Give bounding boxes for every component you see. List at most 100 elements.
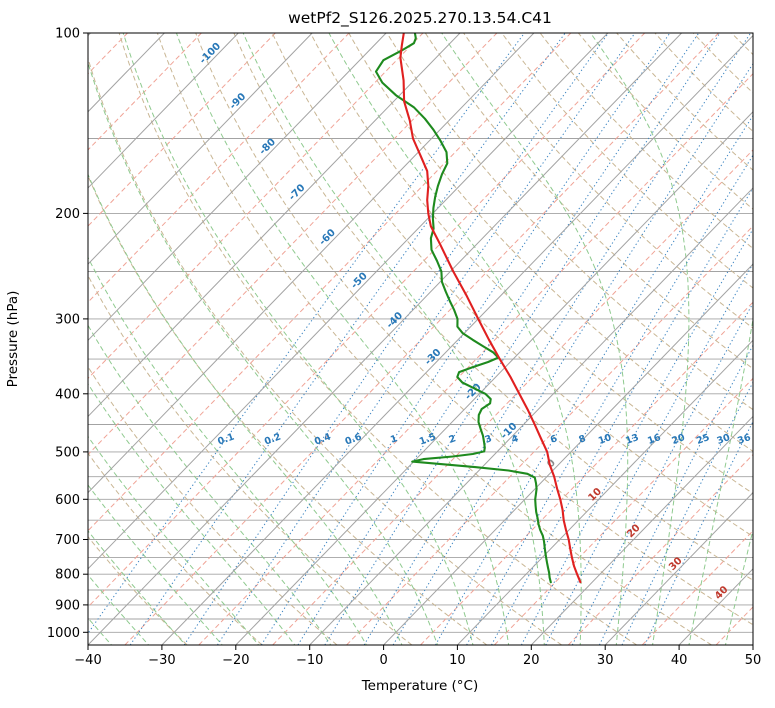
y-tick-label: 500: [55, 445, 80, 460]
isotherm-minor-line: [567, 453, 753, 645]
isotherm-line: [383, 263, 753, 645]
y-tick-label: 300: [55, 312, 80, 327]
isotherm-line: [309, 187, 753, 645]
isotherm-minor-line: [346, 225, 753, 645]
mixing-ratio-line: [545, 262, 753, 645]
dry-adiabat-line: [88, 174, 488, 645]
isotherm-minor-line: [88, 33, 498, 456]
isotherm-minor-line: [198, 72, 753, 645]
isotherm-line: [604, 491, 753, 645]
isotherm-minor-line: [88, 33, 572, 532]
y-tick-label: 800: [55, 568, 80, 583]
mixing-ratio-line: [491, 187, 753, 645]
isotherm-label: -100: [198, 41, 224, 67]
y-tick-label: 400: [55, 387, 80, 402]
moist-adiabat-line: [88, 530, 187, 645]
dry-adiabat-line: [195, 33, 753, 626]
dry-adiabat-line: [654, 33, 753, 133]
mixing-ratio-label: 3: [484, 433, 494, 446]
isotherm-minor-line: [88, 33, 646, 608]
isotherm-minor-line: [641, 530, 753, 645]
isotherm-minor-line: [88, 33, 202, 151]
x-tick-label: −20: [222, 653, 249, 668]
y-tick-label: 100: [55, 27, 80, 42]
isotherm-line: [88, 33, 682, 645]
chart-title: wetPf2_S126.2025.270.13.54.C41: [288, 9, 552, 28]
dry-adiabat-line: [118, 33, 637, 645]
isotherm-line: [457, 339, 753, 645]
mixing-ratio-label: 13: [624, 432, 640, 447]
isotherm-label: 20: [625, 522, 643, 540]
x-tick-label: 50: [745, 653, 762, 668]
moist-adiabat-line: [88, 324, 332, 645]
mixing-ratio-line: [260, 33, 671, 645]
moist-adiabat-line: [589, 33, 690, 645]
x-tick-label: 0: [379, 653, 387, 668]
isotherm-line: [88, 33, 387, 342]
moist-adiabat-line: [88, 256, 368, 645]
mixing-ratio-line: [466, 154, 753, 645]
isotherm-line: [88, 33, 313, 265]
y-tick-label: 900: [55, 598, 80, 613]
mixing-ratio-label: 30: [715, 432, 732, 447]
isotherm-minor-line: [420, 301, 753, 645]
dry-adiabat-line: [271, 33, 753, 538]
isotherm-minor-line: [124, 33, 719, 645]
mixing-ratio-label: 20: [670, 432, 687, 447]
plot-border: [87, 32, 754, 646]
isotherm-label: -40: [385, 310, 406, 331]
isotherm-label: -80: [258, 137, 279, 158]
y-tick-label: 200: [55, 207, 80, 222]
isotherm-line: [88, 33, 239, 189]
isotherm-label: -30: [423, 347, 444, 368]
mixing-ratio-label: 0.4: [313, 431, 333, 447]
mixing-ratio-line: [392, 62, 753, 645]
moist-adiabat-line: [88, 383, 296, 645]
temperature-curve: [399, 33, 582, 584]
x-axis-label: Temperature (°C): [361, 678, 479, 694]
x-tick-label: 30: [597, 653, 614, 668]
x-tick-label: −30: [148, 653, 175, 668]
reference-line-group: [88, 33, 753, 645]
sounding-profiles: [374, 33, 582, 584]
dry-adiabat-line: [424, 33, 753, 370]
isotherm-label: -70: [287, 182, 308, 203]
mixing-ratio-label: 8: [577, 433, 587, 446]
dry-adiabat-line: [88, 365, 338, 645]
isotherm-minor-line: [272, 149, 753, 645]
isotherm-line: [235, 111, 753, 645]
mixing-ratio-label: 0.2: [263, 432, 283, 448]
isotherm-line: [161, 34, 753, 645]
isotherm-minor-line: [88, 33, 276, 227]
isotherm-line: [678, 568, 753, 645]
isotherm-label: 30: [667, 555, 685, 573]
x-tick-label: 40: [671, 653, 688, 668]
y-tick-label: 700: [55, 533, 80, 548]
isotherm-line: [530, 415, 753, 645]
dry-adiabat-line: [463, 33, 753, 329]
mixing-ratio-line: [621, 381, 753, 645]
dry-adiabat-line: [501, 33, 753, 289]
x-tick-label: −10: [296, 653, 323, 668]
mixing-ratio-label: 4: [510, 433, 520, 446]
isotherm-line: [88, 33, 535, 494]
mixing-ratio-label: 25: [695, 432, 711, 447]
moist-adiabat-line: [122, 33, 474, 645]
moist-adiabat-line: [688, 316, 753, 645]
dry-adiabat-line: [88, 535, 188, 645]
moist-adiabat-line: [88, 574, 150, 645]
mixing-ratio-line: [297, 33, 700, 645]
y-tick-label: 600: [55, 493, 80, 508]
dry-adiabat-line: [88, 274, 413, 645]
isotherm-minor-line: [494, 377, 753, 645]
isotherm-label: 10: [586, 486, 604, 504]
moist-adiabat-line: [88, 61, 439, 645]
dry-adiabat-line: [88, 452, 263, 645]
dewpoint-curve: [374, 33, 552, 584]
y-axis-label: Pressure (hPa): [5, 291, 21, 388]
mixing-ratio-label: 0.1: [216, 432, 236, 448]
x-tick-label: −40: [74, 653, 101, 668]
mixing-ratio-label: 16: [646, 432, 663, 447]
dry-adiabat-line: [156, 33, 712, 645]
mixing-ratio-line: [129, 33, 566, 645]
